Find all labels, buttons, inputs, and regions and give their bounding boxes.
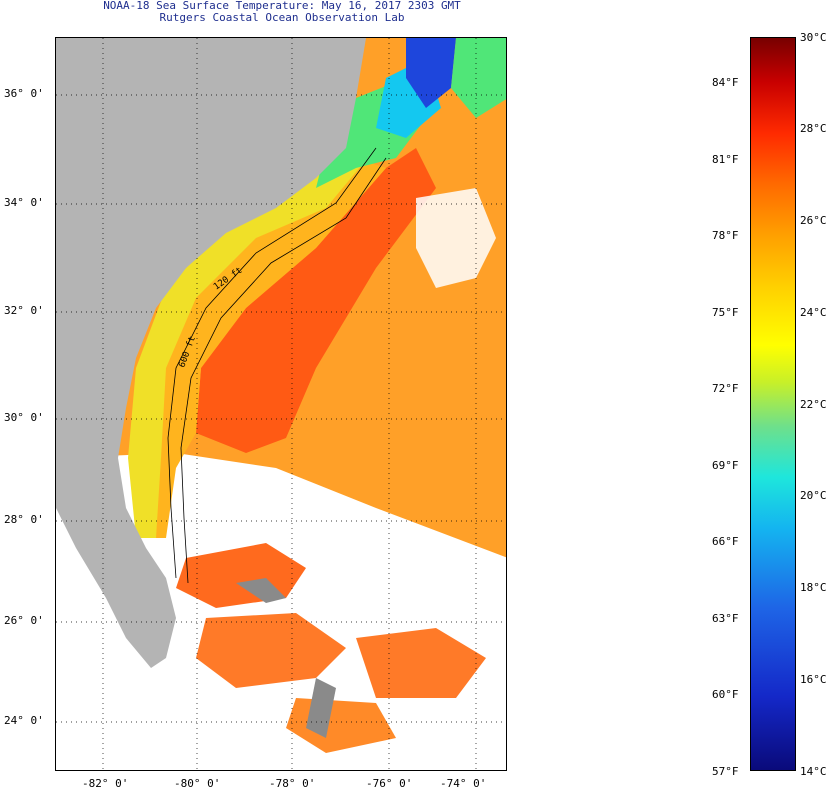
sst-map[interactable]: 120 ft 600 ft bbox=[55, 37, 507, 771]
lat-label-34: 34° 0' bbox=[4, 196, 44, 209]
legend-c-16: 16°C bbox=[800, 673, 827, 686]
legend-c-20: 20°C bbox=[800, 489, 827, 502]
shelf-waters bbox=[151, 158, 386, 538]
warm-patch-south-1 bbox=[196, 613, 346, 688]
legend-c-26: 26°C bbox=[800, 214, 827, 227]
temperature-colorbar bbox=[750, 37, 796, 771]
legend-c-14: 14°C bbox=[800, 765, 827, 778]
legend-c-24: 24°C bbox=[800, 306, 827, 319]
legend-f-81: 81°F bbox=[712, 153, 739, 166]
lat-label-36: 36° 0' bbox=[4, 87, 44, 100]
lat-label-26: 26° 0' bbox=[4, 614, 44, 627]
legend-c-22: 22°C bbox=[800, 398, 827, 411]
legend-f-75: 75°F bbox=[712, 306, 739, 319]
sst-map-canvas: 120 ft 600 ft bbox=[56, 38, 506, 770]
lat-label-24: 24° 0' bbox=[4, 714, 44, 727]
isobath-120ft bbox=[167, 147, 377, 579]
legend-f-84: 84°F bbox=[712, 76, 739, 89]
lon-label-74: -74° 0' bbox=[440, 777, 487, 790]
lon-label-76: -76° 0' bbox=[366, 777, 413, 790]
legend-c-30: 30°C bbox=[800, 31, 827, 44]
legend-f-69: 69°F bbox=[712, 459, 739, 472]
legend-f-72: 72°F bbox=[712, 382, 739, 395]
land-bahamas-2 bbox=[306, 678, 336, 738]
legend-f-57: 57°F bbox=[712, 765, 739, 778]
title-line-1: NOAA-18 Sea Surface Temperature: May 16,… bbox=[103, 0, 461, 12]
lat-label-32: 32° 0' bbox=[4, 304, 44, 317]
legend-c-28: 28°C bbox=[800, 122, 827, 135]
lat-label-28: 28° 0' bbox=[4, 513, 44, 526]
map-title: NOAA-18 Sea Surface Temperature: May 16,… bbox=[56, 0, 508, 24]
lon-label-82: -82° 0' bbox=[82, 777, 129, 790]
legend-f-63: 63°F bbox=[712, 612, 739, 625]
land-bahamas-1 bbox=[236, 578, 286, 603]
lon-label-78: -78° 0' bbox=[269, 777, 316, 790]
isobath-600ft bbox=[180, 157, 387, 584]
legend-f-66: 66°F bbox=[712, 535, 739, 548]
title-line-2: Rutgers Coastal Ocean Observation Lab bbox=[159, 11, 405, 24]
legend-f-60: 60°F bbox=[712, 688, 739, 701]
land-southeast-us bbox=[56, 38, 366, 668]
graticule bbox=[56, 38, 506, 770]
legend-f-78: 78°F bbox=[712, 229, 739, 242]
green-water-north bbox=[451, 38, 506, 118]
cold-water-north bbox=[406, 38, 456, 108]
lat-label-30: 30° 0' bbox=[4, 411, 44, 424]
legend-c-18: 18°C bbox=[800, 581, 827, 594]
gulf-stream bbox=[196, 148, 436, 453]
lon-label-80: -80° 0' bbox=[174, 777, 221, 790]
warm-patch-south-2 bbox=[356, 628, 486, 698]
